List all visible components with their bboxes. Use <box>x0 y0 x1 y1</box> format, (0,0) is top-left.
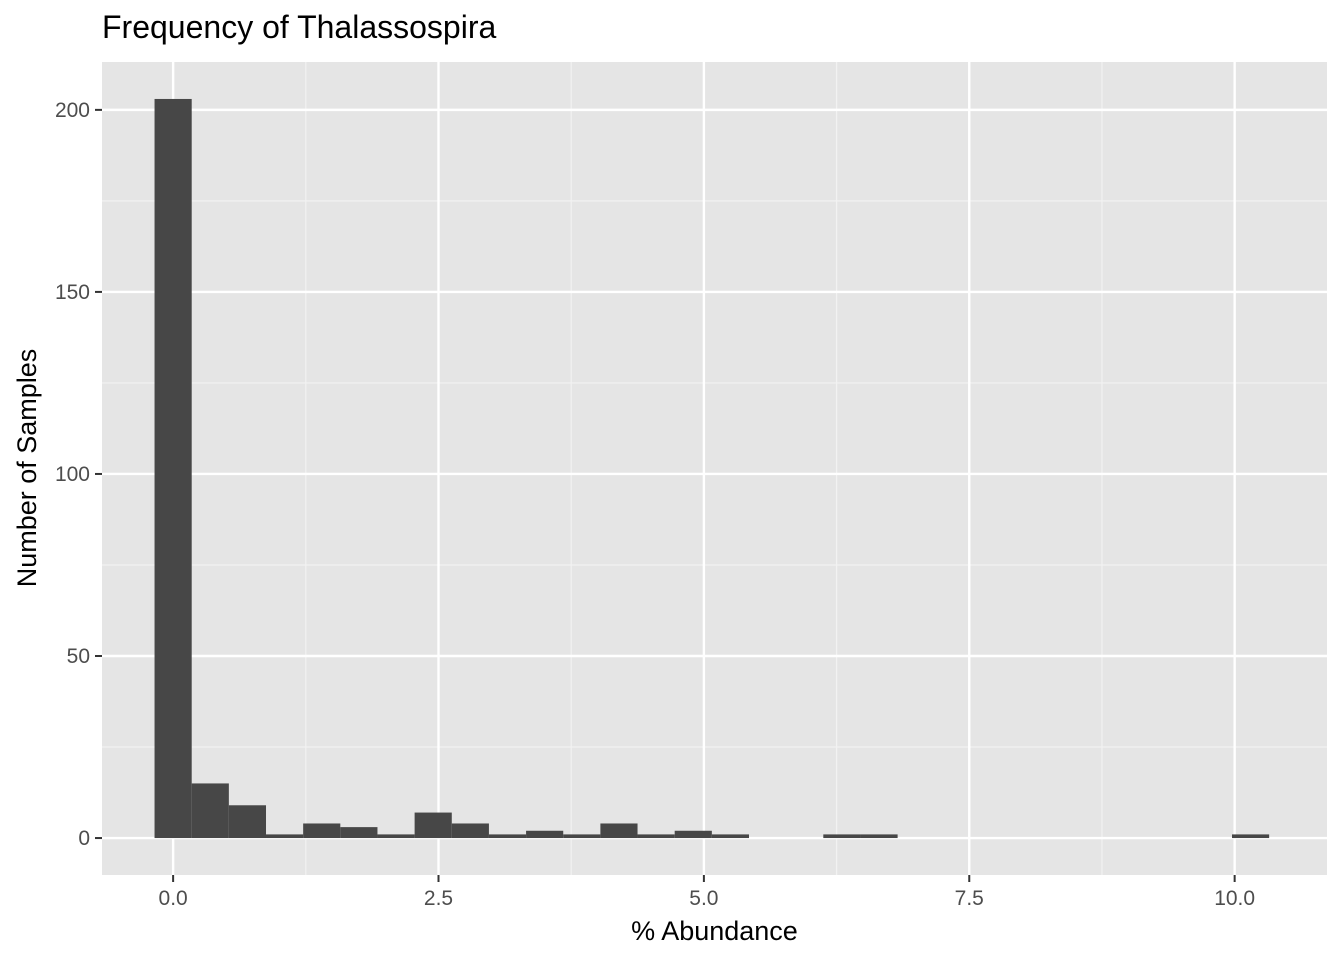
histogram-bar <box>154 98 192 839</box>
histogram-bar <box>674 830 712 839</box>
histogram-bar <box>563 834 601 839</box>
y-tick-label: 100 <box>55 463 90 486</box>
x-tick-label: 7.5 <box>955 887 984 910</box>
y-tick-label: 0 <box>78 827 90 850</box>
histogram-bar <box>377 834 415 839</box>
histogram-bar <box>711 834 749 839</box>
histogram-bar <box>266 834 304 839</box>
y-tick-label: 150 <box>55 281 90 304</box>
y-axis: 0 50 100 150 200 <box>55 99 102 850</box>
histogram-bar <box>414 812 452 839</box>
histogram-bar <box>600 823 638 839</box>
histogram-bar <box>637 834 675 839</box>
chart-title: Frequency of Thalassospira <box>102 9 496 45</box>
histogram-bar <box>191 783 229 839</box>
histogram-bars <box>154 98 1270 839</box>
histogram-bar <box>488 834 527 839</box>
x-axis: 0.0 2.5 5.0 7.5 10.0 <box>159 875 1255 910</box>
x-tick-label: 5.0 <box>689 887 718 910</box>
plot-panel <box>102 62 1327 875</box>
histogram-bar <box>303 823 341 839</box>
x-axis-title: % Abundance <box>631 916 798 946</box>
y-tick-label: 200 <box>55 99 90 122</box>
histogram-bar <box>1231 834 1270 839</box>
x-tick-label: 2.5 <box>424 887 453 910</box>
histogram-bar <box>228 805 267 839</box>
histogram-bar <box>340 827 378 839</box>
minor-gridlines <box>102 62 1327 875</box>
histogram-bar <box>860 834 898 839</box>
histogram-bar <box>451 823 489 839</box>
y-axis-title: Number of Samples <box>12 349 42 588</box>
x-tick-label: 0.0 <box>159 887 188 910</box>
y-tick-label: 50 <box>67 645 90 668</box>
histogram-bar <box>526 830 564 839</box>
histogram-bar <box>823 834 861 839</box>
x-tick-label: 10.0 <box>1214 887 1255 910</box>
